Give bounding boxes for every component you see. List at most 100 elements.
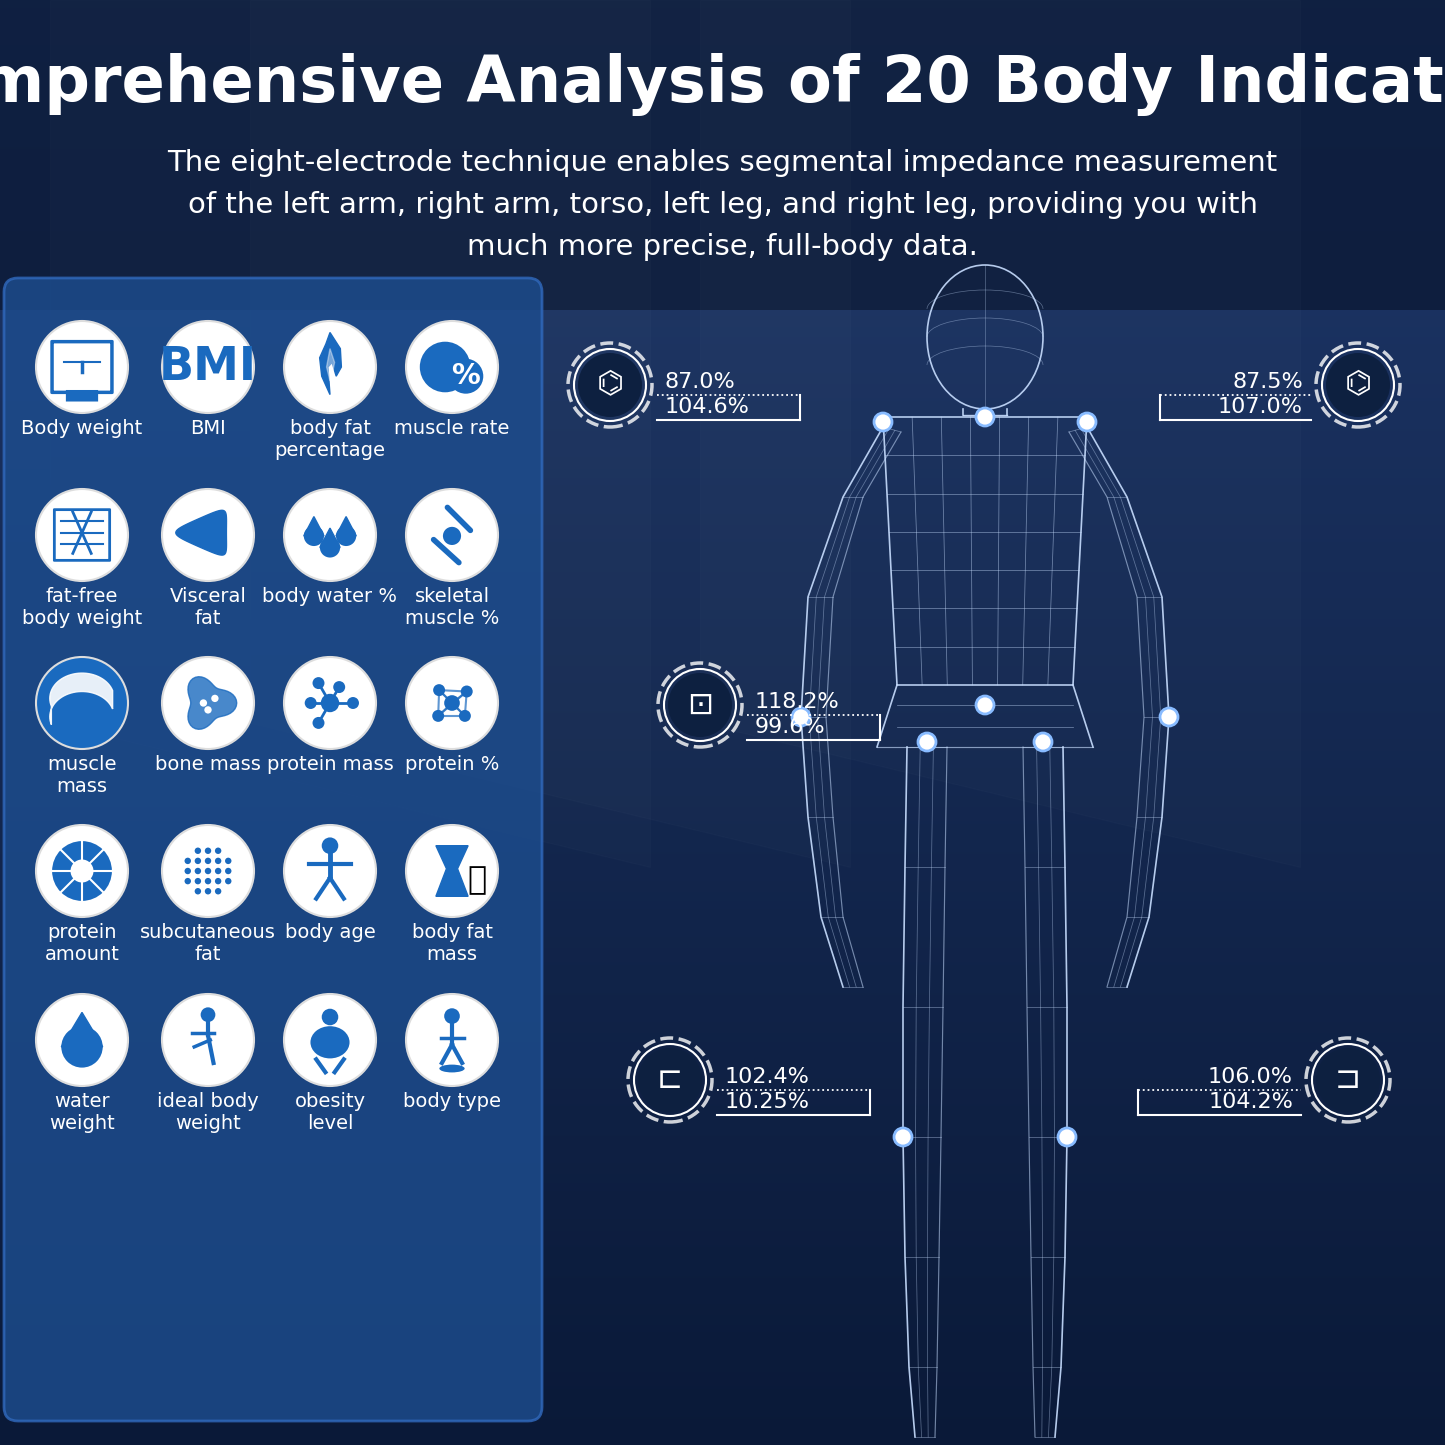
Circle shape <box>215 848 221 854</box>
Text: ⌬: ⌬ <box>597 370 624 399</box>
Text: protein mass: protein mass <box>267 754 393 775</box>
Circle shape <box>312 717 325 728</box>
Text: 🔥: 🔥 <box>468 864 487 896</box>
Polygon shape <box>176 510 227 555</box>
Circle shape <box>36 321 129 413</box>
Circle shape <box>448 358 483 393</box>
Text: The eight-electrode technique enables segmental impedance measurement
of the lef: The eight-electrode technique enables se… <box>168 149 1277 262</box>
FancyBboxPatch shape <box>66 390 98 402</box>
Text: Comprehensive Analysis of 20 Body Indicators: Comprehensive Analysis of 20 Body Indica… <box>0 53 1445 117</box>
Circle shape <box>975 696 994 714</box>
Circle shape <box>874 413 892 431</box>
Text: 87.0%: 87.0% <box>665 371 736 392</box>
Circle shape <box>406 488 499 581</box>
Text: body type: body type <box>403 1092 501 1111</box>
Circle shape <box>312 678 325 689</box>
Text: 99.6%: 99.6% <box>754 717 825 737</box>
Circle shape <box>1035 733 1052 751</box>
Text: body water %: body water % <box>263 587 397 605</box>
Circle shape <box>792 708 811 725</box>
Circle shape <box>1327 353 1390 418</box>
Text: muscle
mass: muscle mass <box>48 754 117 796</box>
Circle shape <box>225 868 231 874</box>
Circle shape <box>285 657 376 749</box>
Circle shape <box>215 889 221 894</box>
Text: skeletal
muscle %: skeletal muscle % <box>405 587 499 629</box>
Polygon shape <box>337 517 357 536</box>
Text: subcutaneous
fat: subcutaneous fat <box>140 923 276 964</box>
Circle shape <box>285 488 376 581</box>
Circle shape <box>71 860 94 883</box>
Circle shape <box>334 681 345 694</box>
Circle shape <box>162 825 254 918</box>
Circle shape <box>444 695 460 711</box>
Text: body fat
percentage: body fat percentage <box>275 419 386 460</box>
FancyBboxPatch shape <box>0 0 1445 311</box>
Circle shape <box>319 538 340 558</box>
Circle shape <box>52 841 111 900</box>
Ellipse shape <box>439 1065 465 1072</box>
Text: ideal body
weight: ideal body weight <box>158 1092 259 1133</box>
Polygon shape <box>436 845 468 896</box>
Polygon shape <box>327 348 335 381</box>
Circle shape <box>918 733 936 751</box>
Circle shape <box>195 889 201 894</box>
Circle shape <box>36 825 129 918</box>
Text: 106.0%: 106.0% <box>1208 1066 1293 1087</box>
Circle shape <box>1316 1048 1380 1113</box>
Text: body age: body age <box>285 923 376 942</box>
Circle shape <box>199 699 207 707</box>
Circle shape <box>36 488 129 581</box>
Circle shape <box>420 341 471 392</box>
Circle shape <box>406 825 499 918</box>
Text: water
weight: water weight <box>49 1092 114 1133</box>
Circle shape <box>1058 1129 1077 1146</box>
Text: 10.25%: 10.25% <box>725 1092 811 1113</box>
Circle shape <box>444 1009 460 1025</box>
Circle shape <box>285 825 376 918</box>
Circle shape <box>195 848 201 854</box>
Circle shape <box>185 879 191 884</box>
Circle shape <box>434 683 445 696</box>
Circle shape <box>322 838 338 854</box>
Ellipse shape <box>311 1026 350 1058</box>
Circle shape <box>406 321 499 413</box>
Circle shape <box>578 353 642 418</box>
Text: ⊡: ⊡ <box>686 691 712 720</box>
Circle shape <box>162 994 254 1087</box>
Circle shape <box>205 848 211 854</box>
Circle shape <box>406 994 499 1087</box>
Circle shape <box>215 858 221 864</box>
Text: body fat
mass: body fat mass <box>412 923 493 964</box>
Polygon shape <box>49 673 113 724</box>
Text: muscle rate: muscle rate <box>394 419 510 438</box>
Circle shape <box>36 657 129 749</box>
Circle shape <box>668 673 733 737</box>
Circle shape <box>185 868 191 874</box>
Text: protein
amount: protein amount <box>45 923 120 964</box>
Text: 104.6%: 104.6% <box>665 397 750 418</box>
Circle shape <box>894 1129 912 1146</box>
Circle shape <box>225 879 231 884</box>
Circle shape <box>347 696 358 709</box>
Text: Visceral
fat: Visceral fat <box>169 587 247 629</box>
Circle shape <box>975 407 994 426</box>
Polygon shape <box>61 1013 103 1046</box>
Circle shape <box>195 879 201 884</box>
Circle shape <box>321 694 340 712</box>
Circle shape <box>205 879 211 884</box>
Circle shape <box>185 858 191 864</box>
Circle shape <box>204 707 211 714</box>
Circle shape <box>205 858 211 864</box>
Circle shape <box>162 657 254 749</box>
Circle shape <box>162 488 254 581</box>
Text: 87.5%: 87.5% <box>1233 371 1303 392</box>
Circle shape <box>215 868 221 874</box>
Polygon shape <box>303 517 324 536</box>
Circle shape <box>61 1026 103 1068</box>
Text: BMI: BMI <box>191 419 225 438</box>
Text: fat-free
body weight: fat-free body weight <box>22 587 142 629</box>
Circle shape <box>442 526 462 546</box>
FancyBboxPatch shape <box>4 277 542 1420</box>
Circle shape <box>36 994 129 1087</box>
